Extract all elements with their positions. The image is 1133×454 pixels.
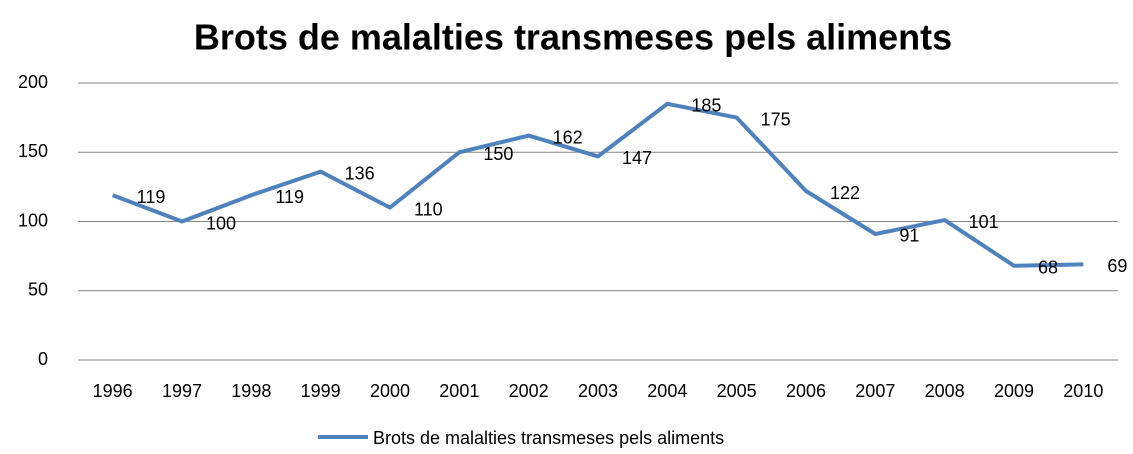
- x-tick-label: 1999: [301, 381, 341, 401]
- data-label: 136: [345, 163, 375, 183]
- data-label: 175: [761, 109, 791, 129]
- data-label: 122: [830, 183, 860, 203]
- x-tick-label: 1997: [162, 381, 202, 401]
- data-label: 101: [969, 212, 999, 232]
- x-tick-label: 2009: [994, 381, 1034, 401]
- line-series: [111, 101, 1084, 268]
- x-tick-label: 1996: [93, 381, 133, 401]
- x-tick-label: 2010: [1063, 381, 1103, 401]
- data-label: 68: [1038, 258, 1058, 278]
- x-tick-label: 2007: [855, 381, 895, 401]
- x-tick-label: 2008: [925, 381, 965, 401]
- data-label: 162: [553, 127, 583, 147]
- data-label: 150: [483, 144, 513, 164]
- x-tick-label: 2006: [786, 381, 826, 401]
- y-tick-label: 200: [18, 72, 48, 92]
- chart-title: Brots de malalties transmeses pels alime…: [194, 17, 952, 58]
- x-tick-label: 2004: [647, 381, 687, 401]
- legend-label: Brots de malalties transmeses pels alime…: [373, 428, 724, 448]
- data-label: 119: [275, 187, 304, 207]
- data-label: 110: [414, 199, 443, 219]
- y-tick-label: 0: [38, 349, 48, 369]
- data-label: 119: [137, 187, 166, 207]
- y-tick-label: 100: [18, 210, 48, 230]
- data-label: 147: [622, 148, 652, 168]
- x-tick-label: 2005: [717, 381, 757, 401]
- x-tick-label: 1998: [231, 381, 271, 401]
- data-label: 100: [206, 213, 236, 233]
- x-tick-label: 2002: [509, 381, 549, 401]
- data-label: 91: [899, 226, 919, 246]
- data-label: 185: [691, 96, 721, 116]
- data-label: 69: [1107, 256, 1127, 276]
- x-tick-label: 2001: [439, 381, 479, 401]
- x-tick-label: 2003: [578, 381, 618, 401]
- x-tick-label: 2000: [370, 381, 410, 401]
- y-tick-label: 150: [18, 141, 48, 161]
- y-tick-label: 50: [28, 280, 48, 300]
